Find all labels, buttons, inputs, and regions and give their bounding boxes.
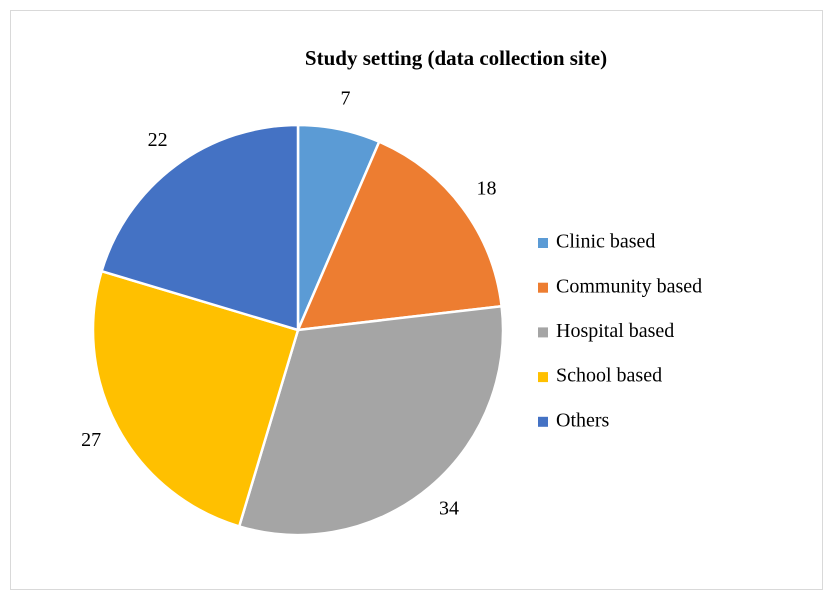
legend-swatch [538, 238, 548, 248]
legend-swatch [538, 282, 548, 293]
data-label: 27 [81, 429, 101, 451]
data-label: 18 [476, 177, 496, 199]
pie-slice [100, 123, 300, 332]
pie-slice [237, 304, 505, 537]
legend-label: Hospital based [556, 320, 674, 342]
legend-swatch [538, 372, 548, 383]
legend-label: Clinic based [556, 231, 655, 253]
legend-label: Others [556, 409, 610, 431]
data-label: 22 [148, 129, 168, 151]
legend-label: Community based [556, 275, 702, 297]
chart-title: Study setting (data collection site) [305, 46, 607, 70]
data-label: 7 [341, 87, 351, 109]
legend-label: School based [556, 365, 662, 387]
pie-slice [295, 140, 504, 332]
data-label: 34 [439, 498, 459, 520]
legend-swatch [538, 416, 548, 427]
legend-swatch [538, 327, 548, 338]
pie-slice [91, 269, 300, 528]
